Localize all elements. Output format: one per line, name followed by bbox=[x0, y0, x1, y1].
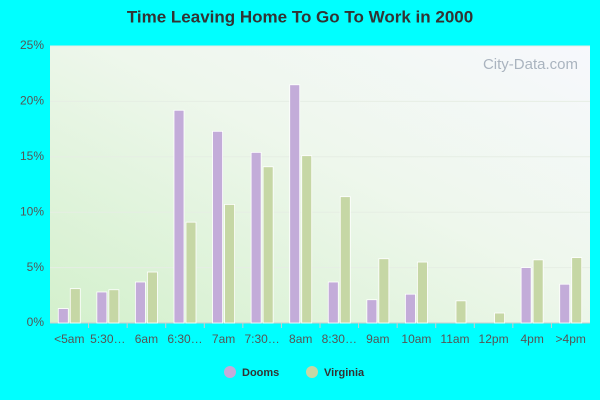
bar bbox=[455, 300, 467, 324]
bar bbox=[135, 281, 146, 324]
bar bbox=[224, 204, 235, 324]
bar bbox=[96, 291, 108, 324]
x-tick-label: 9am bbox=[366, 332, 389, 346]
y-tick-label: 0% bbox=[27, 315, 45, 329]
bar bbox=[212, 130, 223, 324]
bar bbox=[520, 267, 532, 324]
bar bbox=[417, 261, 428, 324]
bar bbox=[57, 308, 69, 324]
y-tick-label: 15% bbox=[20, 149, 44, 163]
bar bbox=[405, 293, 416, 324]
bar bbox=[108, 289, 120, 324]
bar bbox=[532, 259, 544, 324]
y-tick-label: 5% bbox=[27, 260, 45, 274]
x-tick-label: 8:30… bbox=[322, 332, 357, 346]
chart-title: Time Leaving Home To Go To Work in 2000 bbox=[127, 7, 473, 26]
x-tick-label: <5am bbox=[54, 332, 84, 346]
bar bbox=[366, 299, 378, 324]
legend-swatch bbox=[224, 366, 236, 378]
x-tick-label: 11am bbox=[440, 332, 469, 346]
x-tick-label: 8am bbox=[289, 332, 312, 346]
watermark: City-Data.com bbox=[483, 56, 578, 73]
legend-swatch bbox=[306, 366, 318, 378]
bar bbox=[327, 281, 339, 324]
x-tick-label: 7:30… bbox=[244, 332, 279, 346]
bar bbox=[173, 109, 185, 324]
legend-label: Virginia bbox=[324, 367, 365, 379]
legend-label: Dooms bbox=[242, 367, 279, 379]
bar bbox=[262, 166, 274, 324]
bar bbox=[559, 283, 571, 324]
x-tick-label: >4pm bbox=[556, 332, 586, 346]
x-tick-label: 4pm bbox=[520, 332, 543, 346]
y-tick-label: 25% bbox=[20, 38, 44, 52]
bar bbox=[301, 155, 313, 324]
x-tick-label: 7am bbox=[212, 332, 235, 346]
bar bbox=[185, 221, 197, 324]
bar bbox=[250, 151, 262, 324]
bar bbox=[339, 196, 351, 324]
y-tick-label: 20% bbox=[20, 94, 44, 108]
bar bbox=[147, 271, 158, 324]
plot-area bbox=[50, 46, 590, 323]
bar bbox=[289, 84, 301, 324]
bar bbox=[571, 257, 583, 324]
bar bbox=[494, 312, 505, 324]
x-tick-label: 12pm bbox=[479, 332, 509, 346]
x-tick-label: 6am bbox=[135, 332, 158, 346]
x-tick-label: 10am bbox=[401, 332, 431, 346]
x-tick-label: 5:30… bbox=[90, 332, 125, 346]
y-tick-label: 10% bbox=[20, 204, 44, 218]
bar bbox=[69, 288, 81, 324]
bar bbox=[378, 258, 390, 324]
x-tick-label: 6:30… bbox=[167, 332, 202, 346]
